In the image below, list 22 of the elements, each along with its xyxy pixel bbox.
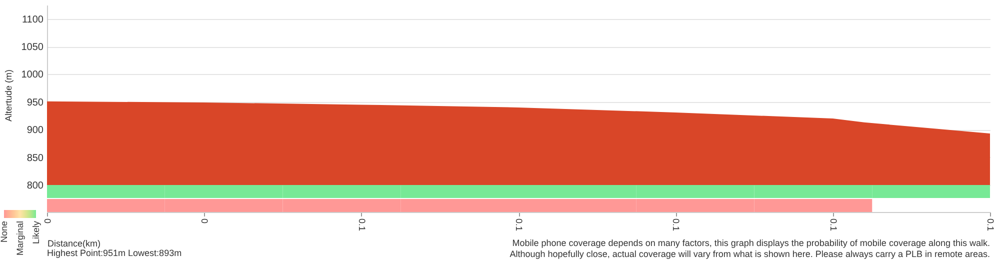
- text: Mobile phone coverage depends on many factors, this graph displays the probability of mobile coverage along this walk.: [512, 238, 990, 249]
- y-tick-label: 950: [26, 97, 44, 108]
- x-axis-title: Distance(km): [48, 238, 101, 248]
- x-tick-label: 0.1: [671, 218, 682, 232]
- x-tick-label: 0.1: [514, 218, 524, 232]
- x-tick-label: 0: [200, 218, 210, 224]
- y-tick-label: 800: [26, 180, 44, 192]
- color-bar-label: Marginal: [15, 221, 25, 256]
- color-bar-label: None: [0, 221, 9, 243]
- text: Although hopefully close, actual coverage will vary from what is shown here. Please always carry a PLB in remote areas.: [510, 249, 990, 260]
- text: Highest Point:951m Lowest:893m: [47, 248, 182, 259]
- x-tick-label: 0.1: [356, 218, 367, 232]
- y-axis-title: Altertude (m): [3, 69, 14, 122]
- y-tick-label: 1000: [21, 70, 44, 81]
- y-tick-label: 1100: [22, 14, 44, 26]
- y-tick-label: 900: [26, 125, 44, 136]
- x-tick-label: 0: [42, 218, 52, 224]
- x-tick-label: 0.1: [986, 218, 996, 232]
- x-tick-label: 0.1: [828, 218, 838, 232]
- y-tick-label: 1050: [21, 42, 44, 54]
- color-bar-label: Likely: [31, 220, 41, 244]
- y-tick-label: 850: [26, 152, 44, 164]
